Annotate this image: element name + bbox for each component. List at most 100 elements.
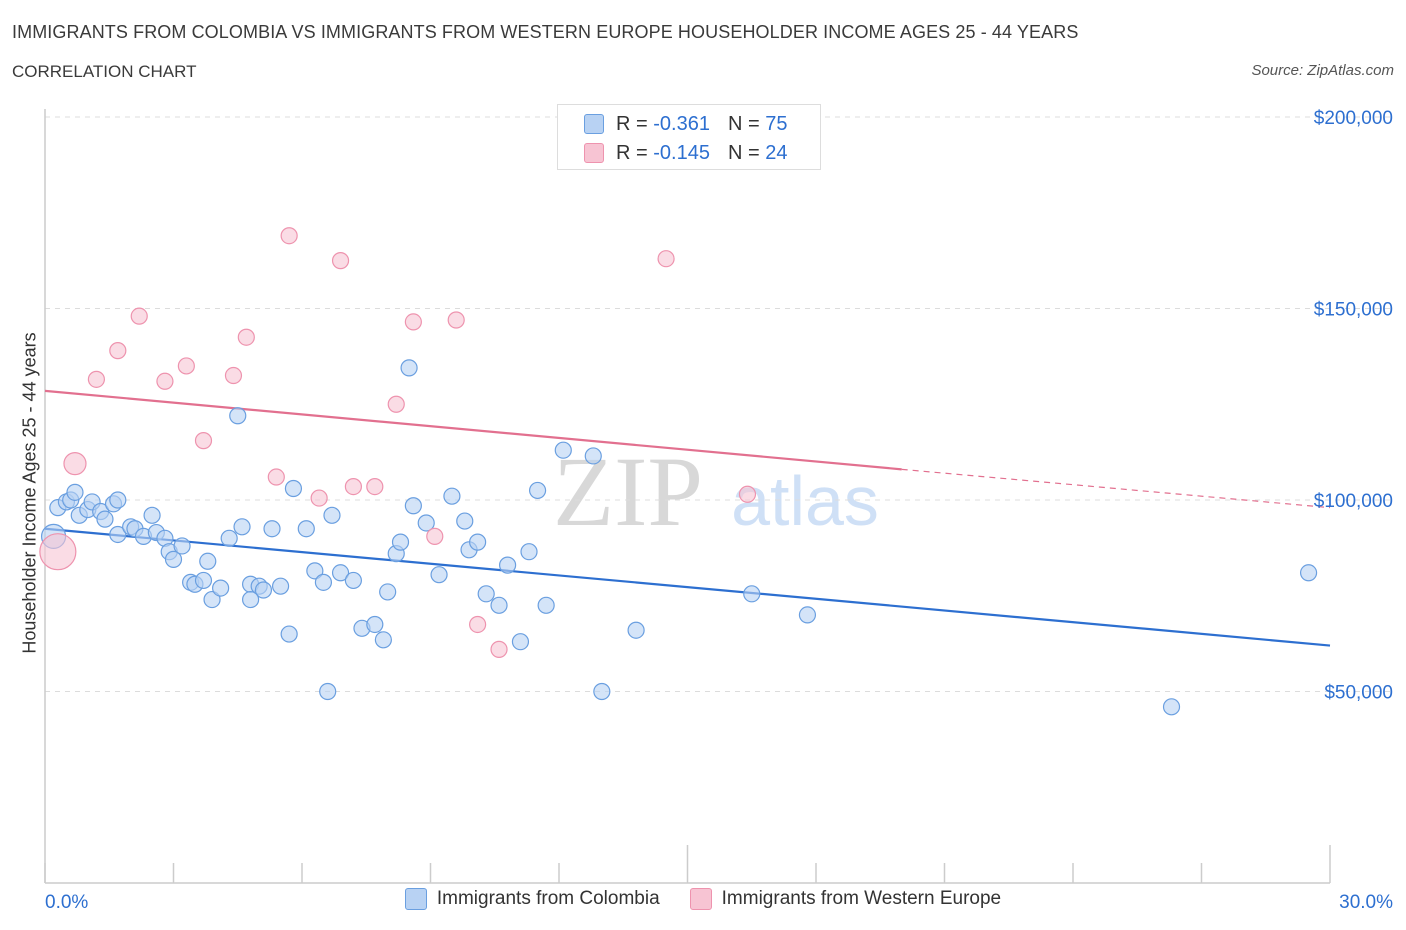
point-western-europe bbox=[280, 227, 298, 245]
x-tick-label: 30.0% bbox=[1339, 892, 1393, 913]
legend-r-value: -0.145 bbox=[653, 141, 710, 164]
point-colombia bbox=[254, 581, 273, 599]
point-colombia bbox=[143, 506, 161, 524]
point-colombia bbox=[627, 621, 645, 639]
point-western-europe bbox=[404, 313, 422, 331]
point-colombia bbox=[743, 585, 761, 603]
chart-title: IMMIGRANTS FROM COLOMBIA VS IMMIGRANTS F… bbox=[12, 22, 1079, 42]
y-axis-label: Householder Income Ages 25 - 44 years bbox=[19, 332, 40, 654]
point-western-europe bbox=[447, 311, 465, 329]
point-western-europe bbox=[310, 489, 328, 507]
source-label: Source: ZipAtlas.com bbox=[1251, 62, 1394, 79]
point-colombia bbox=[511, 633, 530, 651]
point-western-europe bbox=[331, 252, 350, 270]
y-tick-label: $50,000 bbox=[1324, 683, 1393, 704]
point-colombia bbox=[212, 579, 230, 597]
point-colombia bbox=[374, 631, 392, 649]
legend-r-label: R = bbox=[616, 112, 648, 135]
watermark: ZIP atlas bbox=[553, 436, 879, 547]
trendline-western-europe bbox=[44, 389, 902, 471]
point-colombia bbox=[280, 625, 298, 643]
point-western-europe bbox=[156, 372, 174, 390]
chart-subtitle: CORRELATION CHART bbox=[12, 62, 197, 81]
point-colombia bbox=[66, 483, 84, 501]
y-tick-label: $150,000 bbox=[1314, 300, 1393, 321]
point-western-europe bbox=[366, 477, 384, 496]
point-western-europe bbox=[130, 307, 148, 325]
point-colombia bbox=[430, 566, 448, 584]
correlation-legend: R = -0.361 N = 75 R = -0.145 N = 24 bbox=[557, 104, 821, 170]
point-western-europe bbox=[387, 395, 405, 413]
point-colombia bbox=[297, 520, 315, 538]
point-western-europe bbox=[469, 615, 487, 634]
point-colombia bbox=[220, 529, 238, 547]
point-colombia bbox=[537, 596, 555, 614]
point-colombia bbox=[199, 552, 217, 570]
point-colombia bbox=[456, 512, 474, 530]
point-western-europe bbox=[267, 468, 285, 486]
point-western-europe bbox=[237, 328, 255, 346]
legend-r-label: R = bbox=[616, 141, 648, 164]
watermark-atlas: atlas bbox=[731, 462, 879, 540]
point-colombia bbox=[314, 573, 333, 591]
trend-lines bbox=[44, 389, 1331, 647]
point-western-europe bbox=[87, 370, 106, 388]
point-colombia bbox=[203, 590, 221, 609]
series-legend: Immigrants from Colombia Immigrants from… bbox=[0, 888, 1406, 910]
point-western-europe bbox=[109, 342, 127, 360]
point-western-europe bbox=[224, 366, 243, 385]
point-colombia bbox=[798, 606, 817, 624]
point-colombia bbox=[443, 487, 461, 505]
point-colombia bbox=[379, 583, 397, 601]
point-western-europe bbox=[39, 533, 77, 571]
series-swatch-pink bbox=[689, 888, 712, 910]
y-tick-label: $100,000 bbox=[1314, 491, 1393, 512]
point-colombia bbox=[229, 407, 247, 425]
point-western-europe bbox=[177, 357, 195, 375]
watermark-zip: ZIP bbox=[553, 436, 703, 547]
legend-swatch-blue bbox=[584, 114, 604, 134]
point-colombia bbox=[96, 510, 114, 528]
legend-row-western-europe: R = -0.145 N = 24 bbox=[584, 140, 787, 166]
point-western-europe bbox=[194, 432, 213, 450]
point-colombia bbox=[469, 533, 487, 551]
legend-swatch-pink bbox=[584, 143, 604, 163]
point-western-europe bbox=[657, 250, 675, 268]
legend-r-value: -0.361 bbox=[653, 112, 710, 135]
point-colombia bbox=[404, 497, 422, 515]
point-colombia bbox=[109, 525, 127, 544]
tick-labels: $50,000 $100,000 $150,000 $200,000 0.0% 30.0% bbox=[45, 108, 1393, 913]
point-colombia bbox=[323, 506, 341, 524]
legend-n-value: 24 bbox=[765, 141, 788, 164]
point-colombia bbox=[173, 537, 191, 555]
point-colombia bbox=[164, 550, 183, 568]
axes bbox=[44, 109, 1331, 884]
point-colombia bbox=[366, 615, 384, 634]
point-colombia bbox=[1299, 564, 1318, 582]
series-legend-item-colombia: Immigrants from Colombia bbox=[404, 888, 660, 910]
legend-n-value: 75 bbox=[765, 112, 788, 135]
point-colombia bbox=[400, 359, 418, 377]
point-colombia bbox=[477, 585, 495, 603]
legend-n-label: N = bbox=[727, 112, 760, 135]
point-colombia bbox=[499, 556, 517, 574]
grid-lines bbox=[45, 116, 1393, 692]
point-colombia bbox=[319, 682, 337, 701]
trendline-colombia bbox=[44, 527, 1331, 647]
point-colombia bbox=[528, 481, 547, 500]
point-colombia bbox=[490, 596, 508, 614]
point-western-europe bbox=[738, 485, 757, 503]
point-western-europe bbox=[490, 640, 508, 658]
point-colombia bbox=[344, 571, 362, 590]
y-tick-label: $200,000 bbox=[1314, 108, 1393, 129]
series-legend-label: Immigrants from Colombia bbox=[436, 888, 660, 909]
point-western-europe bbox=[344, 477, 362, 496]
point-colombia bbox=[417, 514, 435, 532]
point-colombia bbox=[284, 479, 303, 498]
series-legend-label: Immigrants from Western Europe bbox=[721, 888, 1002, 909]
point-colombia bbox=[263, 520, 281, 538]
point-colombia bbox=[242, 590, 260, 609]
point-colombia bbox=[584, 447, 602, 465]
point-colombia bbox=[233, 518, 251, 536]
